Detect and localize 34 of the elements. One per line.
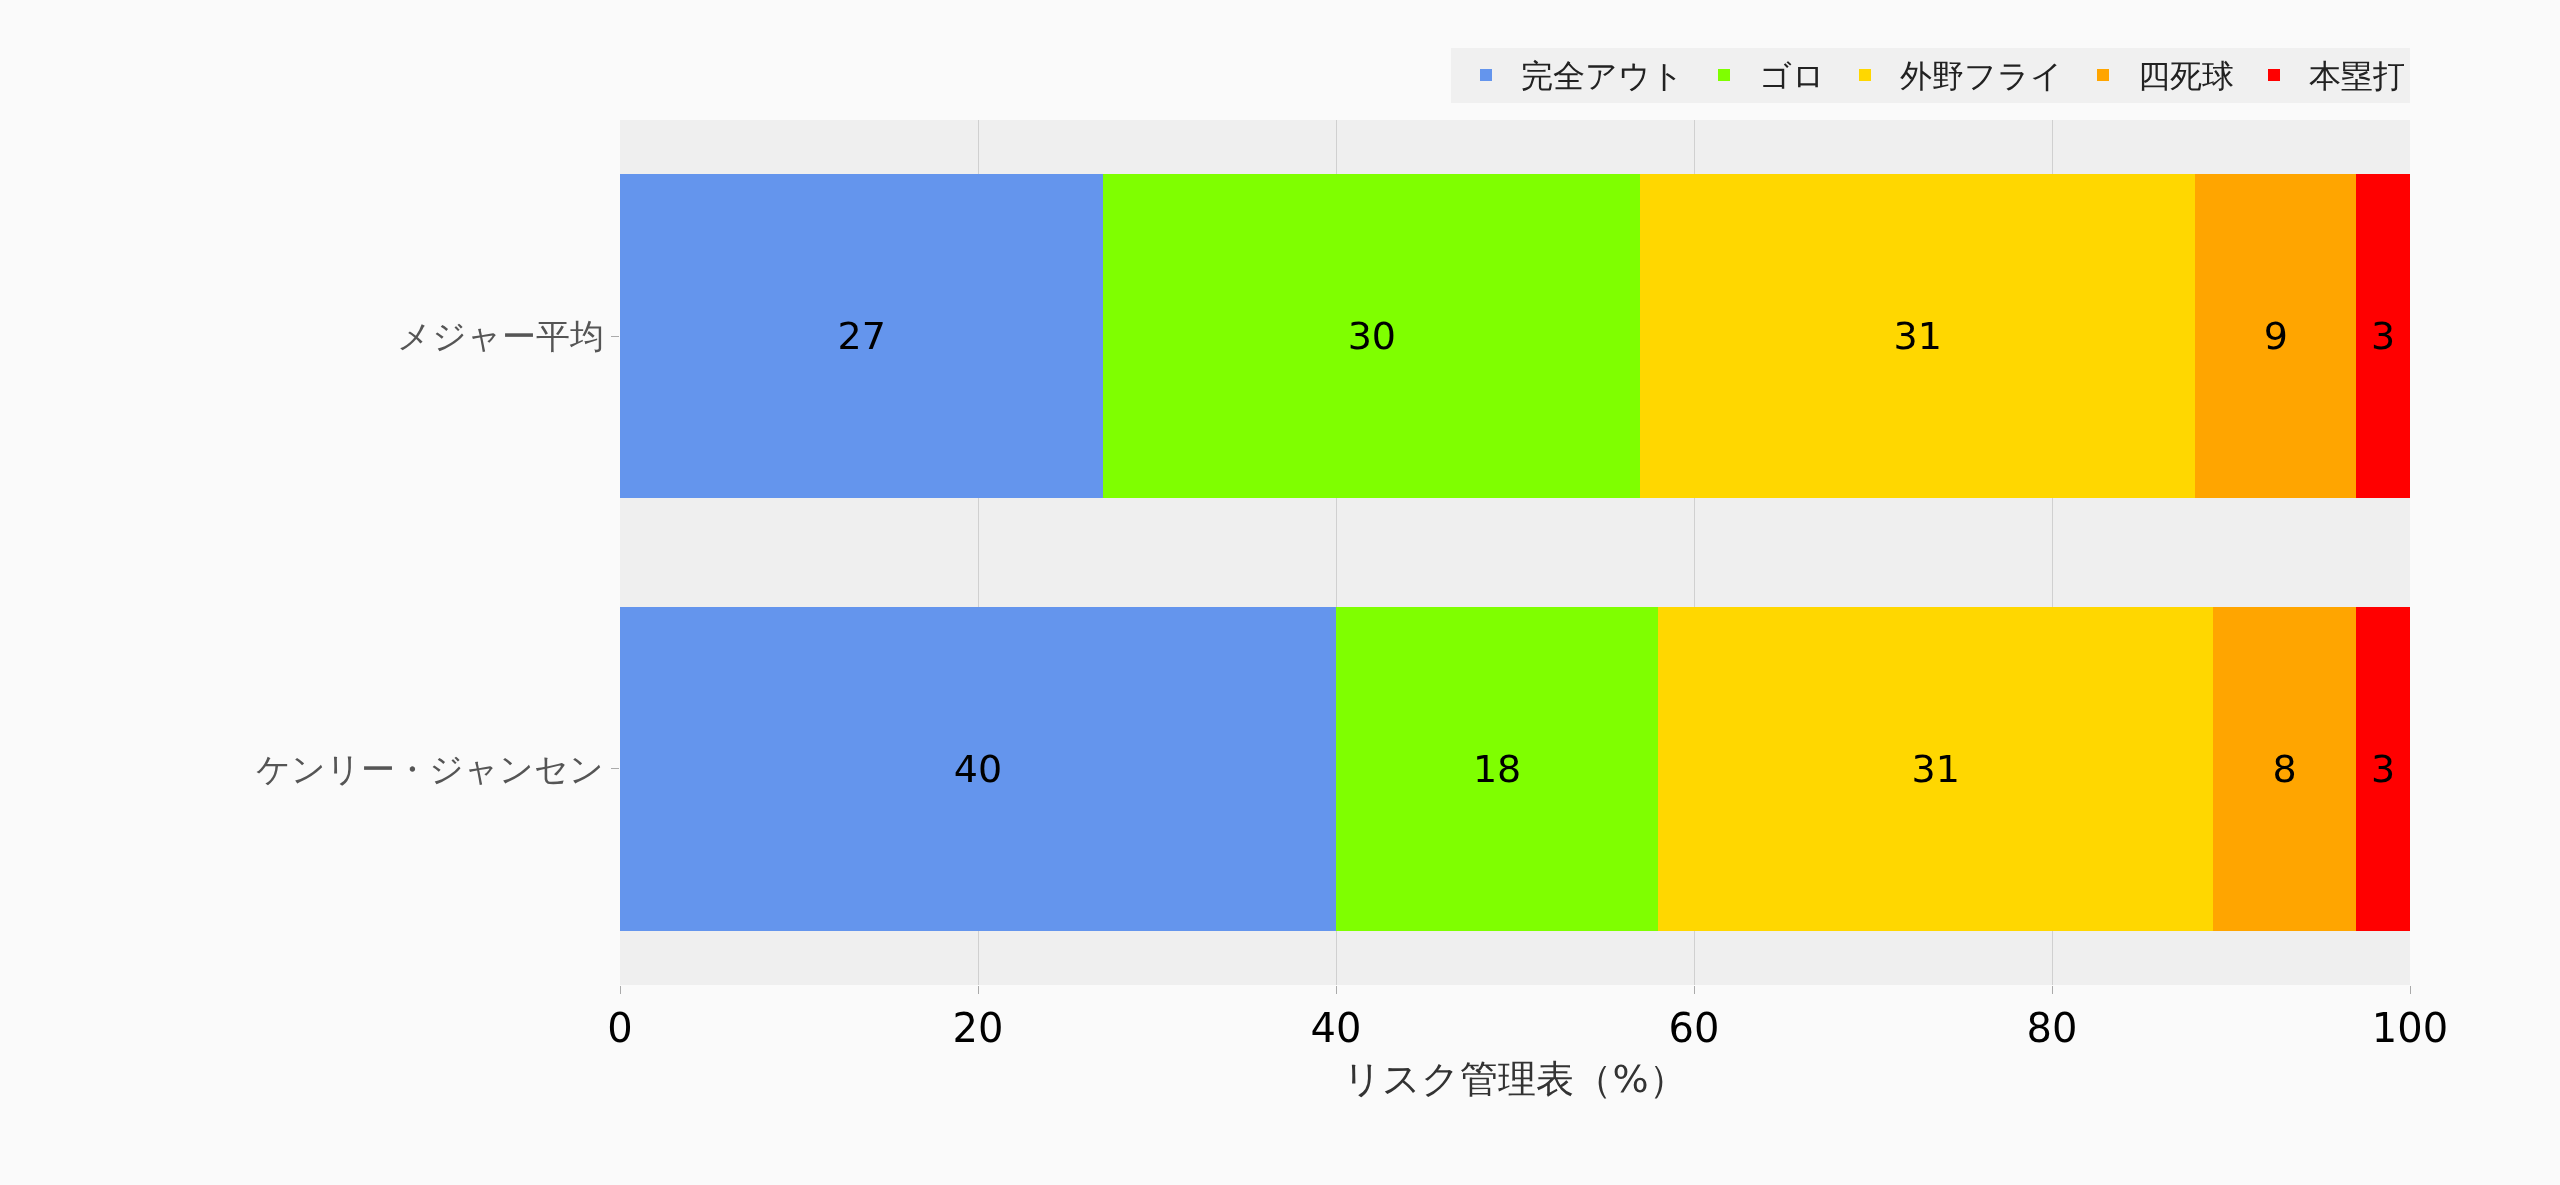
x-tick-label: 20	[952, 1005, 1004, 1051]
bar	[2356, 606, 2410, 931]
x-tick-label: 80	[2026, 1005, 2078, 1051]
y-tick-label: メジャー平均	[397, 316, 605, 357]
bar	[620, 606, 1336, 931]
x-tick-label: 0	[607, 1005, 633, 1051]
data-label: 18	[1472, 746, 1522, 791]
data-label: 3	[2371, 314, 2396, 359]
data-label: 40	[953, 746, 1003, 791]
x-tick-label: 60	[1668, 1005, 1720, 1051]
bar	[2356, 174, 2410, 499]
y-tick-label: ケンリー・ジャンセン	[256, 748, 605, 789]
bar	[1640, 174, 2196, 499]
bar	[620, 174, 1104, 499]
data-label: 31	[1893, 314, 1942, 359]
legend-label: 外野フライ	[1900, 57, 2063, 96]
bar	[1336, 606, 1659, 931]
legend-label: 本塁打	[2309, 57, 2405, 96]
x-axis-title: リスク管理表（%）	[1343, 1057, 1687, 1102]
data-label: 30	[1347, 314, 1396, 359]
data-label: 3	[2371, 746, 2396, 791]
x-tick-label: 40	[1310, 1005, 1362, 1051]
bar	[2195, 174, 2357, 499]
data-label: 31	[1911, 746, 1960, 791]
x-tick-label: 100	[2371, 1005, 2449, 1051]
legend-label: 完全アウト	[1521, 57, 1684, 96]
bar	[1658, 606, 2214, 931]
data-label: 27	[837, 314, 886, 359]
data-label: 8	[2272, 746, 2297, 791]
data-label: 9	[2263, 314, 2288, 359]
legend-label: ゴロ	[1759, 57, 1825, 96]
bar	[2213, 606, 2357, 931]
bar	[1103, 174, 1641, 499]
legend-label: 四死球	[2138, 57, 2234, 96]
